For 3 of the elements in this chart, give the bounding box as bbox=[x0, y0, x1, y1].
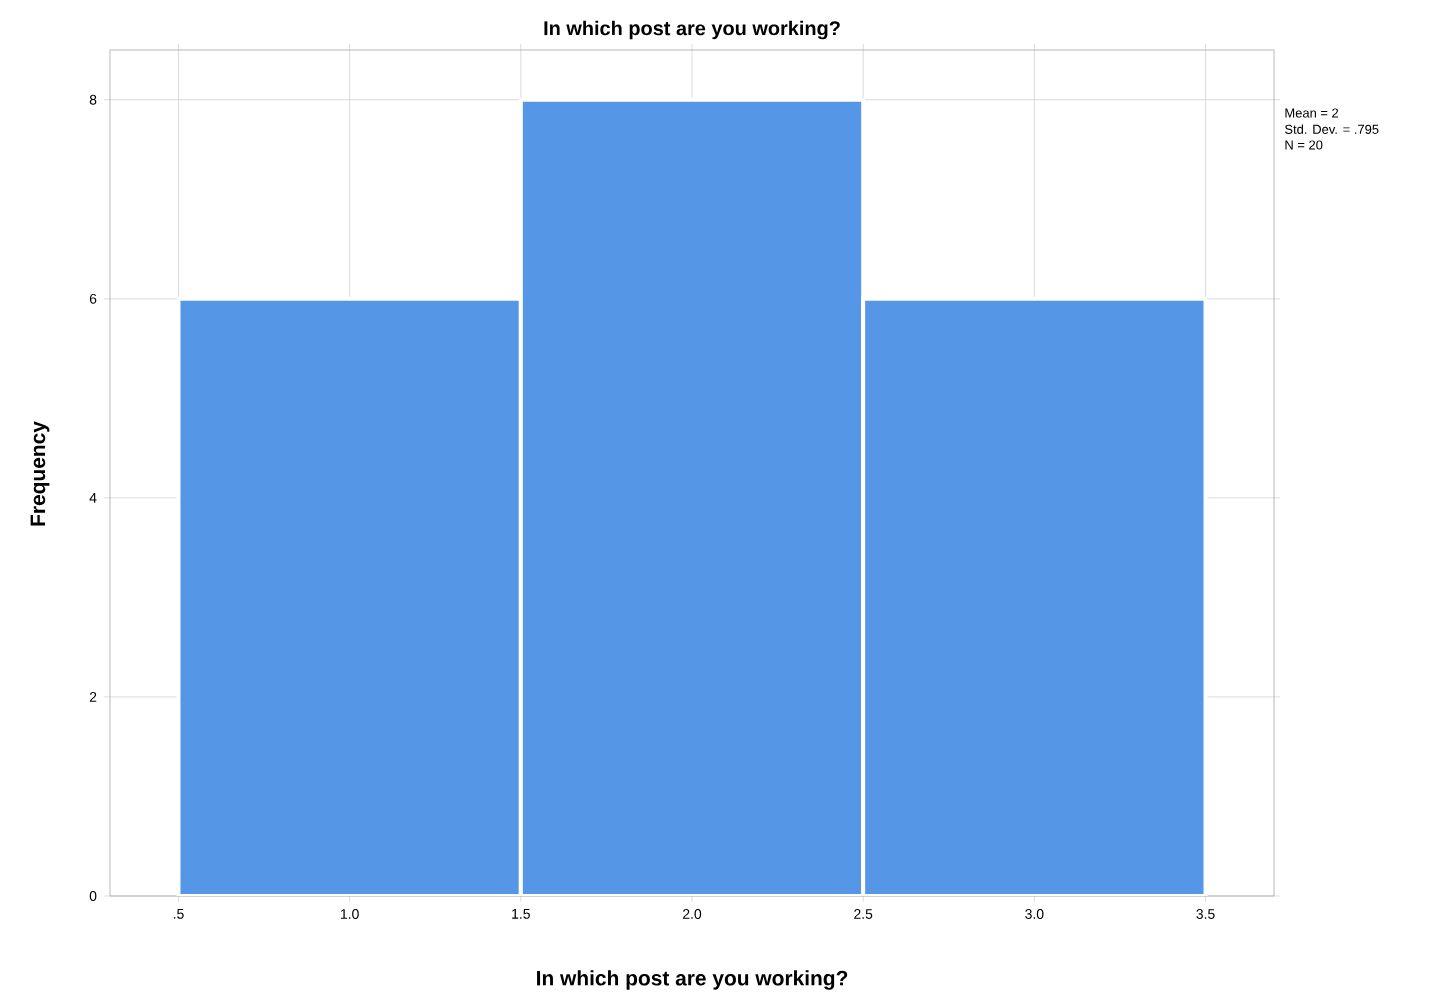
y-axis-title: Frequency bbox=[30, 421, 50, 526]
x-axis-title: In which post are you working? bbox=[537, 970, 848, 990]
chart-title: In which post are you working? bbox=[544, 20, 840, 40]
